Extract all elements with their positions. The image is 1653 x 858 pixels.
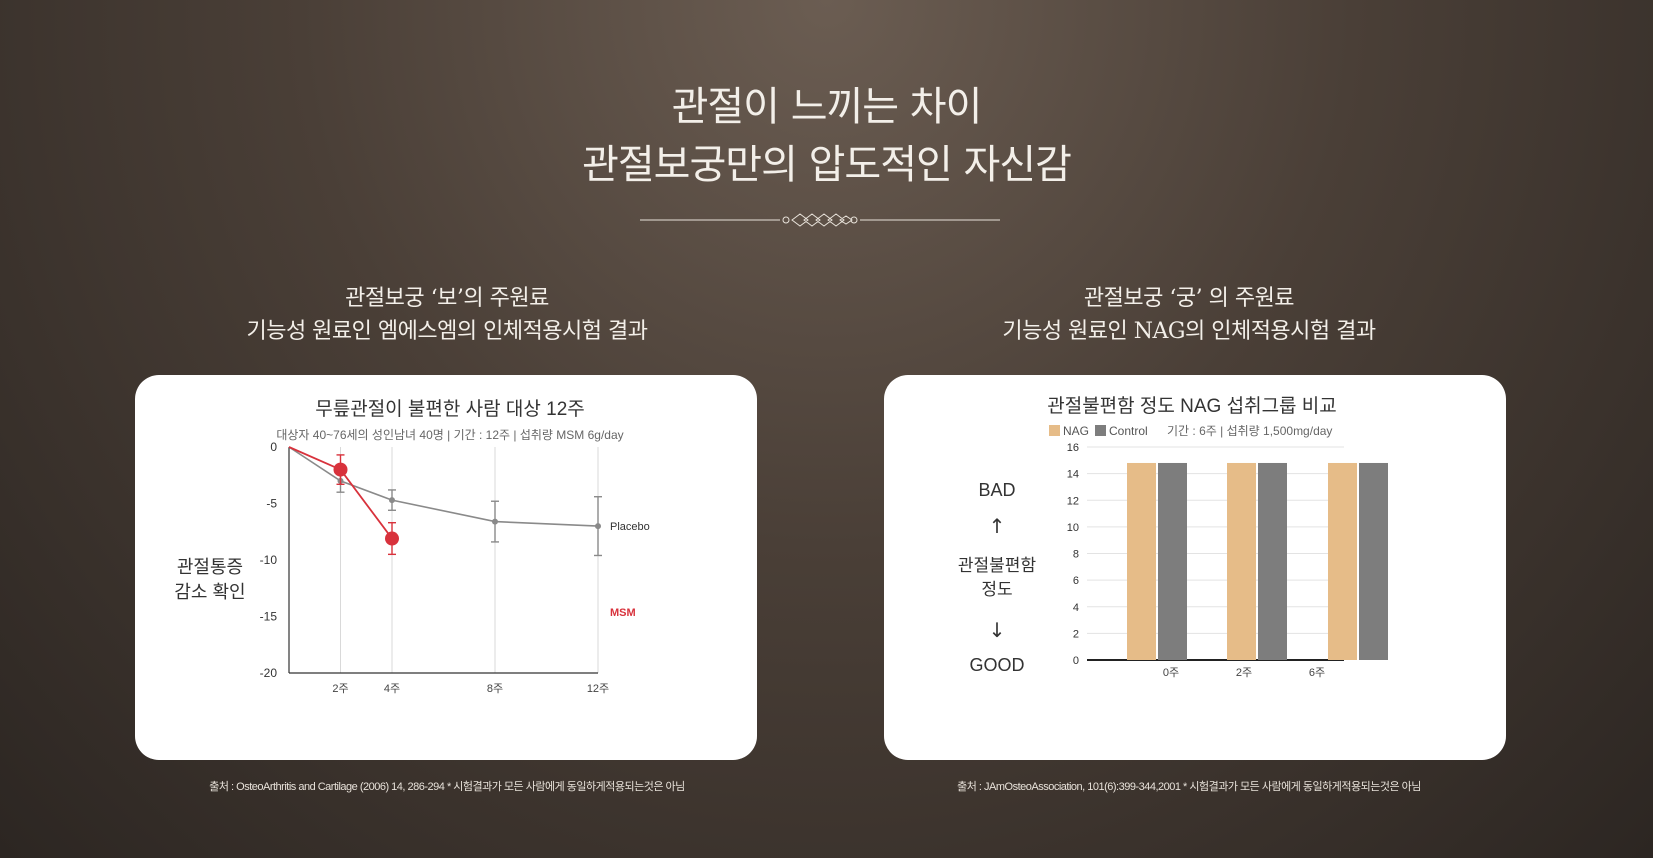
msm-line-chart: 무릎관절이 불편한 사람 대상 12주 대상자 40~76세의 성인남녀 40명… xyxy=(174,398,650,695)
bar-control xyxy=(1359,462,1388,660)
x-tick-label: 4주 xyxy=(384,683,400,695)
y-tick-label: -20 xyxy=(260,666,278,680)
headline-line2: 관절보궁만의 압도적인 자신감 xyxy=(582,142,1072,188)
side-label-discomfort-line2: 정도 xyxy=(981,580,1012,599)
y-tick-label: 0 xyxy=(1073,655,1079,667)
x-tick-label: 2주 xyxy=(332,683,348,695)
bar-control xyxy=(1158,462,1187,660)
data-point-placebo xyxy=(389,497,395,504)
side-label-bad: BAD xyxy=(978,480,1015,500)
data-point-placebo xyxy=(595,523,601,530)
side-label-good: GOOD xyxy=(969,655,1024,675)
series-label-msm: MSM xyxy=(610,607,636,619)
arrow-down-icon: ↓ xyxy=(989,618,1006,642)
bar-control xyxy=(1258,462,1287,660)
nag-chart-title: 관절불편함 정도 NAG 섭취그룹 비교 xyxy=(1047,395,1337,417)
right-subtitle-line2: 기능성 원료인 NAG의 인체적용시험 결과 xyxy=(1002,319,1376,344)
left-subtitle-line2: 기능성 원료인 엠에스엠의 인체적용시험 결과 xyxy=(246,319,648,344)
y-tick-label: 12 xyxy=(1067,495,1079,507)
y-tick-label: 8 xyxy=(1073,549,1079,561)
right-source-note: 출처 : JAmOsteoAssociation, 101(6):399-344… xyxy=(957,781,1421,793)
x-tick-label: 0주 xyxy=(1163,667,1179,679)
data-point-msm xyxy=(333,462,348,477)
y-tick-label: -5 xyxy=(266,497,277,511)
bar-nag xyxy=(1328,462,1357,660)
legend-swatch-control xyxy=(1095,425,1106,436)
y-tick-label: 10 xyxy=(1067,522,1079,534)
nag-chart-meta: 기간 : 6주 | 섭취량 1,500mg/day xyxy=(1167,424,1332,438)
legend-label-control: Control xyxy=(1109,424,1148,438)
y-tick-label: 2 xyxy=(1073,628,1079,640)
msm-chart-title: 무릎관절이 불편한 사람 대상 12주 xyxy=(315,398,585,420)
headline: 관절이 느끼는 차이 관절보궁만의 압도적인 자신감 xyxy=(0,78,1653,194)
y-tick-label: 6 xyxy=(1073,575,1079,587)
left-source-note: 출처 : OsteoArthritis and Cartilage (2006)… xyxy=(209,781,685,793)
y-tick-label: 14 xyxy=(1067,469,1079,481)
y-tick-label: 0 xyxy=(270,440,277,454)
right-subtitle-line1: 관절보궁 ‘궁’ 의 주원료 xyxy=(1083,286,1295,311)
right-subtitle: 관절보궁 ‘궁’ 의 주원료 기능성 원료인 NAG의 인체적용시험 결과 xyxy=(869,282,1509,348)
msm-chart-subtitle: 대상자 40~76세의 성인남녀 40명 | 기간 : 12주 | 섭취량 MS… xyxy=(276,428,623,442)
bar-nag xyxy=(1227,462,1256,660)
nag-chart-panel: 관절불편함 정도 NAG 섭취그룹 비교 NAG Control 기간 : 6주… xyxy=(884,375,1506,760)
x-tick-label: 2주 xyxy=(1236,667,1252,679)
msm-chart-panel: 무릎관절이 불편한 사람 대상 12주 대상자 40~76세의 성인남녀 40명… xyxy=(135,375,757,760)
data-point-placebo xyxy=(492,518,498,525)
y-tick-label: -10 xyxy=(260,553,278,567)
msm-y-label-line2: 감소 확인 xyxy=(174,582,245,602)
headline-line1: 관절이 느끼는 차이 xyxy=(671,84,983,130)
left-subtitle-line1: 관절보궁 ‘보’의 주원료 xyxy=(345,286,549,311)
x-tick-label: 12주 xyxy=(587,683,609,695)
y-tick-label: -15 xyxy=(260,610,278,624)
ornament-divider xyxy=(640,213,1000,227)
msm-plot-area: 2주 4주 8주 12주 0 -5 -10 -15 -20 Placebo MSM xyxy=(260,440,650,695)
y-tick-label: 4 xyxy=(1073,602,1079,614)
series-label-placebo: Placebo xyxy=(610,521,650,533)
x-tick-label: 6주 xyxy=(1309,667,1325,679)
nag-plot-area: 0 2 4 6 8 10 12 14 16 0주 2주 6주 xyxy=(1067,442,1388,679)
series-line-placebo xyxy=(288,446,599,527)
bar-nag xyxy=(1127,462,1156,660)
data-point-msm xyxy=(385,531,399,546)
nag-bar-chart: 관절불편함 정도 NAG 섭취그룹 비교 NAG Control 기간 : 6주… xyxy=(958,395,1388,679)
arrow-up-icon: ↑ xyxy=(989,514,1006,538)
legend-swatch-nag xyxy=(1049,425,1060,436)
legend-label-nag: NAG xyxy=(1063,424,1089,438)
side-label-discomfort-line1: 관절불편함 xyxy=(958,556,1037,575)
left-subtitle: 관절보궁 ‘보’의 주원료 기능성 원료인 엠에스엠의 인체적용시험 결과 xyxy=(127,282,767,348)
msm-y-label-line1: 관절통증 xyxy=(177,557,243,577)
x-tick-label: 8주 xyxy=(487,683,503,695)
y-tick-label: 16 xyxy=(1067,442,1079,454)
